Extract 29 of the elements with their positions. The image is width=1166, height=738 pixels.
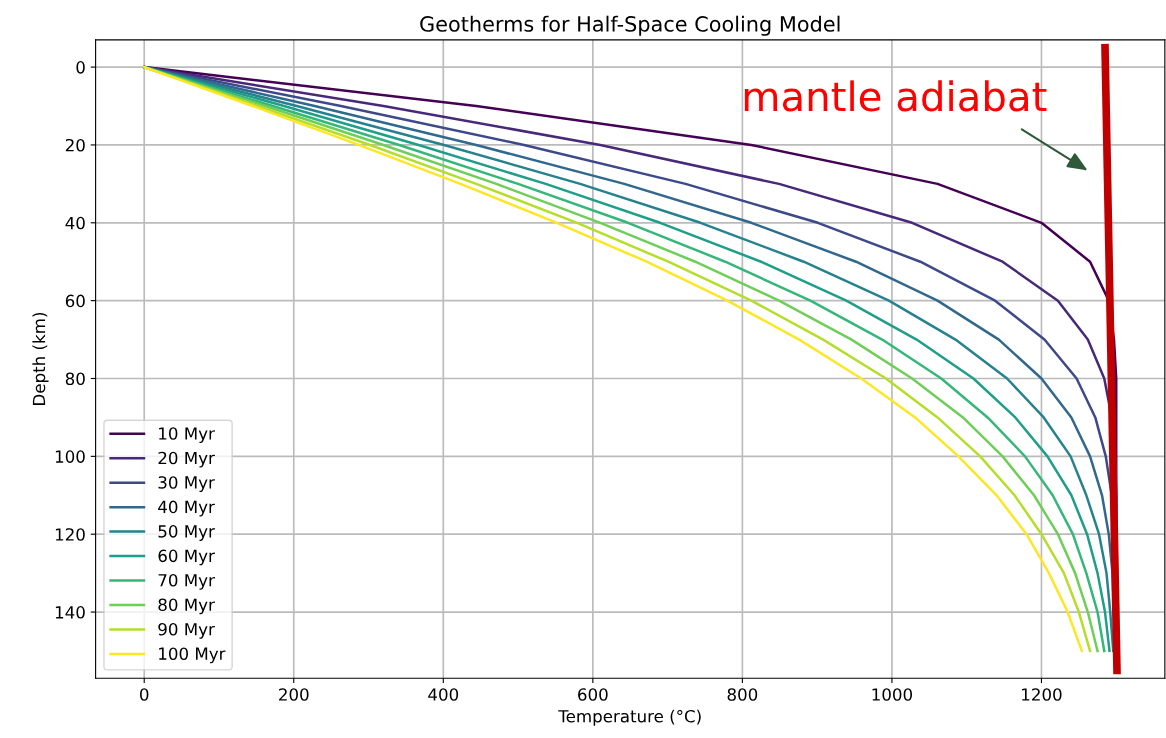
legend-label: 100 Myr [159,647,226,664]
x-tick-label: 400 [428,688,459,701]
y-tick-label: 40 [65,216,85,230]
y-axis-title: Depth (km) [32,312,49,405]
y-tick-label: 80 [65,372,85,386]
legend-label: 40 Myr [158,500,215,517]
x-tick-label: 200 [279,688,309,701]
x-tick-label: 1200 [1022,688,1062,701]
y-tick-label: 20 [65,138,85,152]
legend-label: 60 Myr [158,549,215,566]
x-tick-label: 1000 [872,688,913,701]
x-tick-label: 0 [140,688,149,701]
annotation: mantle adiabat [744,80,1047,112]
chart-title: Geotherms for Half-Space Cooling Model [420,15,840,36]
y-tick-label: 140 [55,606,85,619]
x-axis-title: Temperature (°C) [558,709,701,726]
legend-label: 20 Myr [158,451,215,468]
legend-label: 30 Myr [158,476,215,492]
y-tick-label: 120 [55,528,85,541]
legend-label: 80 Myr [158,598,215,615]
y-tick-label: 60 [65,294,85,308]
legend-label: 10 Myr [159,427,215,444]
legend-label: 90 Myr [158,622,215,639]
x-tick-label: 600 [578,688,608,701]
y-tick-label: 100 [55,450,85,463]
legend-label: 50 Myr [158,525,215,541]
x-tick-label: 800 [727,688,758,701]
y-tick-label: 0 [76,61,85,74]
legend-label: 70 Myr [158,574,215,590]
